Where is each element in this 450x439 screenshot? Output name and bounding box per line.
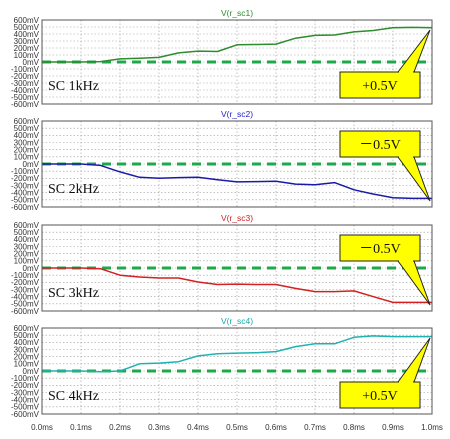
y-tick-label: -600mV	[11, 307, 40, 316]
panel-1: 600mV500mV400mV300mV200mV100mV0mV-100mV-…	[11, 8, 433, 109]
panel-4: 600mV500mV400mV300mV200mV100mV0mV-100mV-…	[11, 316, 433, 419]
y-tick-label: 100mV	[14, 153, 40, 162]
sc-label: SC 1kHz	[48, 79, 99, 94]
x-tick-label: 0.3ms	[148, 423, 170, 432]
chart-title: V(r_sc3)	[221, 213, 253, 223]
y-tick-label: 200mV	[14, 145, 40, 154]
callout-label: +0.5V	[362, 79, 398, 94]
y-tick-label: 100mV	[14, 257, 40, 266]
y-tick-label: 500mV	[14, 228, 40, 237]
series-line	[42, 267, 432, 304]
callout-box	[339, 71, 421, 99]
series-line	[42, 26, 433, 63]
y-tick-label: -200mV	[11, 174, 40, 183]
callout-box	[339, 381, 421, 409]
y-tick-label: -200mV	[11, 278, 40, 287]
y-tick-label: 300mV	[14, 345, 40, 354]
callout-box	[339, 130, 421, 158]
y-tick-label: 300mV	[14, 138, 40, 147]
y-tick-label: -400mV	[11, 86, 40, 95]
y-tick-label: 0mV	[23, 160, 40, 169]
y-tick-label: 200mV	[14, 44, 40, 53]
y-tick-label: -200mV	[11, 381, 40, 390]
y-tick-label: -100mV	[11, 65, 40, 74]
y-tick-label: -400mV	[11, 188, 40, 197]
y-tick-label: -300mV	[11, 79, 40, 88]
chart-title: V(r_sc2)	[221, 109, 253, 119]
y-tick-label: -500mV	[11, 403, 40, 412]
sc-label: SC 2kHz	[48, 182, 99, 197]
y-tick-label: -600mV	[11, 203, 40, 212]
y-tick-label: 0mV	[23, 58, 40, 67]
y-tick-label: 200mV	[14, 352, 40, 361]
plot-frame	[41, 19, 433, 105]
series-line	[42, 163, 432, 200]
y-tick-label: -200mV	[11, 72, 40, 81]
y-tick-label: 600mV	[14, 16, 40, 25]
y-tick-label: 500mV	[14, 124, 40, 133]
y-tick-label: -600mV	[11, 410, 40, 419]
y-tick-label: -300mV	[11, 181, 40, 190]
sc-label: SC 4kHz	[48, 389, 99, 404]
panel-2: 600mV500mV400mV300mV200mV100mV0mV-100mV-…	[11, 109, 433, 212]
y-tick-label: 200mV	[14, 249, 40, 258]
x-tick-label: 0.9ms	[382, 423, 404, 432]
series-line	[42, 335, 432, 373]
y-tick-label: 600mV	[14, 221, 40, 230]
callout-label: +0.5V	[362, 389, 398, 404]
y-tick-label: -100mV	[11, 271, 40, 280]
callout-label: －0.5V	[359, 242, 401, 257]
y-tick-label: 400mV	[14, 235, 40, 244]
y-tick-label: -100mV	[11, 374, 40, 383]
x-tick-label: 0.2ms	[109, 423, 131, 432]
x-tick-label: 0.8ms	[343, 423, 365, 432]
y-tick-label: 600mV	[14, 117, 40, 126]
y-tick-label: -500mV	[11, 196, 40, 205]
y-tick-label: -500mV	[11, 93, 40, 102]
chart-title: V(r_sc4)	[221, 316, 253, 326]
y-tick-label: -100mV	[11, 167, 40, 176]
x-tick-label: 0.5ms	[226, 423, 248, 432]
callout-label: －0.5V	[359, 138, 401, 153]
x-tick-label: 0.7ms	[304, 423, 326, 432]
sc-label: SC 3kHz	[48, 286, 99, 301]
y-tick-label: 600mV	[14, 324, 40, 333]
y-tick-label: 300mV	[14, 37, 40, 46]
y-tick-label: 500mV	[14, 331, 40, 340]
plot-frame	[41, 327, 433, 415]
plot-frame	[41, 120, 433, 208]
y-tick-label: 300mV	[14, 242, 40, 251]
y-tick-label: 0mV	[23, 367, 40, 376]
y-tick-label: 400mV	[14, 131, 40, 140]
y-tick-label: 400mV	[14, 338, 40, 347]
y-tick-label: 100mV	[14, 51, 40, 60]
y-tick-label: 400mV	[14, 30, 40, 39]
y-tick-label: 100mV	[14, 360, 40, 369]
y-tick-label: -400mV	[11, 395, 40, 404]
x-tick-label: 0.1ms	[70, 423, 92, 432]
x-tick-label: 1.0ms	[421, 423, 443, 432]
plot-frame	[41, 224, 433, 312]
y-tick-label: -600mV	[11, 100, 40, 109]
x-axis: 0.0ms 0.1ms 0.2ms 0.3ms 0.4ms 0.5ms 0.6ms 0.7ms…	[31, 423, 443, 432]
panel-3: 600mV500mV400mV300mV200mV100mV0mV-100mV-…	[11, 213, 433, 316]
y-tick-label: 500mV	[14, 23, 40, 32]
y-tick-label: -300mV	[11, 388, 40, 397]
y-tick-label: -500mV	[11, 300, 40, 309]
chart-title: V(r_sc1)	[221, 8, 253, 18]
y-tick-label: -400mV	[11, 292, 40, 301]
x-tick-label: 0.0ms	[31, 423, 53, 432]
y-tick-label: -300mV	[11, 285, 40, 294]
y-tick-label: 0mV	[23, 264, 40, 273]
callout-box	[339, 234, 421, 262]
x-tick-label: 0.4ms	[187, 423, 209, 432]
x-tick-label: 0.6ms	[265, 423, 287, 432]
